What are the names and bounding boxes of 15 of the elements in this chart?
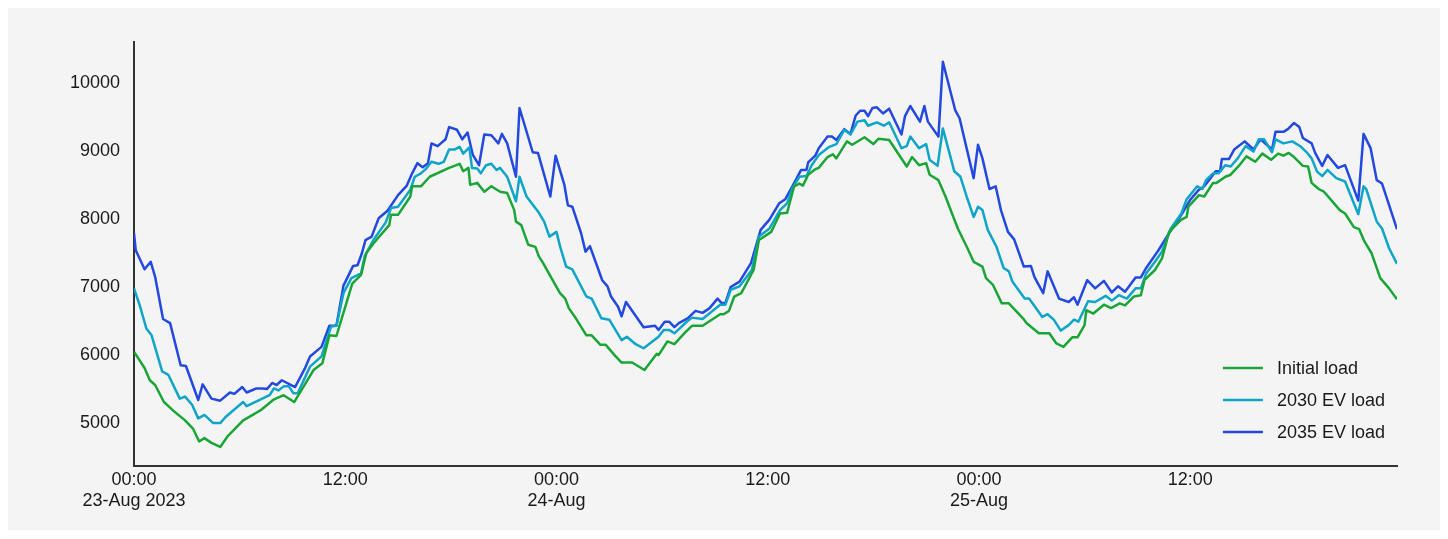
y-tick-label: 8000 xyxy=(79,207,120,228)
x-tick-label: 12:00 xyxy=(745,468,791,489)
x-tick-label: 12:00 xyxy=(1167,468,1213,489)
legend-label: 2030 EV load xyxy=(1276,389,1386,410)
y-tick-label: 5000 xyxy=(79,412,120,433)
y-tick-label: 10000 xyxy=(69,71,120,92)
y-tick-label: 7000 xyxy=(79,275,120,296)
x-tick-label: 12:00 xyxy=(322,468,368,489)
x-tick-label: 00:00 25-Aug xyxy=(949,468,1008,511)
x-tick-label: 00:00 23-Aug 2023 xyxy=(82,468,186,511)
y-tick-label: 9000 xyxy=(79,139,120,160)
legend-label: 2035 EV load xyxy=(1276,421,1386,442)
x-tick-label: 00:00 24-Aug xyxy=(527,468,586,511)
y-tick-label: 6000 xyxy=(79,344,120,365)
legend-label: Initial load xyxy=(1276,357,1358,378)
